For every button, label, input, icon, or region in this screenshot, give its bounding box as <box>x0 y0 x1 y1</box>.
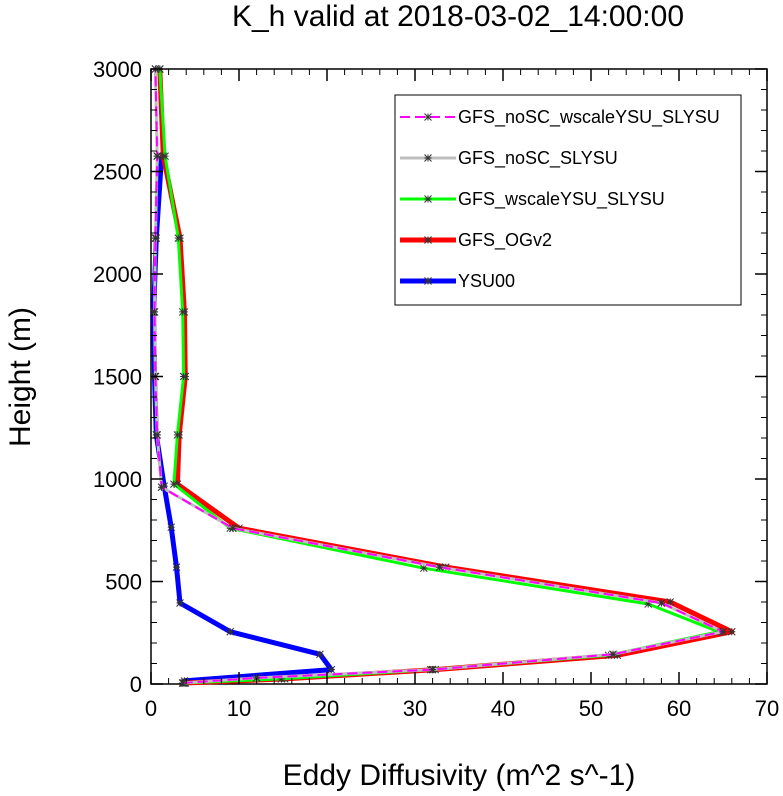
data-point <box>609 650 617 659</box>
x-tick-label: 40 <box>491 696 515 721</box>
data-point <box>228 524 237 533</box>
data-point <box>226 627 235 636</box>
data-point <box>719 627 727 636</box>
data-point <box>179 372 188 381</box>
data-point <box>178 679 187 687</box>
legend-marker <box>424 195 432 203</box>
x-tick-label: 70 <box>755 696 779 721</box>
data-point <box>173 480 182 488</box>
legend-item: GFS_OGv2 <box>400 230 552 251</box>
x-tick-label: 50 <box>579 696 603 721</box>
data-point <box>644 600 653 608</box>
data-point <box>174 234 183 242</box>
legend-item: GFS_wscaleYSU_SLYSU <box>400 189 665 210</box>
data-point <box>153 431 162 439</box>
y-tick-label: 0 <box>130 672 142 697</box>
legend-marker <box>424 277 432 285</box>
data-point <box>170 480 178 488</box>
y-tick-label: 500 <box>105 570 142 595</box>
data-point <box>419 564 428 573</box>
legend-marker <box>424 113 432 121</box>
data-point <box>157 483 166 492</box>
y-tick-label: 2500 <box>93 160 142 185</box>
legend-label: GFS_noSC_SLYSU <box>458 148 618 169</box>
data-point <box>176 599 184 607</box>
data-point <box>167 523 176 532</box>
chart-title: K_h valid at 2018-03-02_14:00:00 <box>232 0 684 33</box>
x-tick-label: 30 <box>403 696 427 721</box>
legend-label: GFS_wscaleYSU_SLYSU <box>458 189 665 210</box>
data-point <box>327 665 336 674</box>
data-point <box>657 599 666 607</box>
series-layer <box>149 65 736 687</box>
legend-item: GFS_noSC_SLYSU <box>400 148 618 169</box>
y-tick-label: 1000 <box>93 467 142 492</box>
legend-marker <box>424 154 432 162</box>
data-point <box>151 234 160 242</box>
x-tick-label: 60 <box>667 696 691 721</box>
data-point <box>613 651 622 660</box>
legend-marker <box>424 236 432 244</box>
legend-item: GFS_noSC_wscaleYSU_SLYSU <box>400 107 720 128</box>
plot-area <box>149 65 768 687</box>
legend-label: GFS_OGv2 <box>458 230 552 251</box>
data-point <box>178 308 187 316</box>
legend-items: GFS_noSC_wscaleYSU_SLYSU GFS_noSC_SLYSU GF… <box>400 107 720 291</box>
y-tick-label: 3000 <box>93 57 142 82</box>
data-point <box>161 152 169 160</box>
data-point <box>435 563 444 572</box>
data-point <box>252 673 261 682</box>
x-tick-label: 0 <box>145 696 157 721</box>
y-axis-title: Height (m) <box>4 307 37 447</box>
x-axis-title: Eddy Diffusivity (m^2 s^-1) <box>283 759 636 792</box>
x-axis: 0 10 20 30 40 50 60 70 <box>145 69 779 721</box>
data-point <box>153 152 162 160</box>
legend: GFS_noSC_wscaleYSU_SLYSU GFS_noSC_SLYSU GF… <box>394 94 742 306</box>
legend-label: YSU00 <box>458 271 515 291</box>
data-point <box>316 650 324 659</box>
data-point <box>173 431 182 439</box>
data-point <box>172 563 181 572</box>
data-point <box>727 627 736 636</box>
data-point <box>666 598 675 606</box>
data-point <box>428 665 437 674</box>
data-point <box>150 308 159 316</box>
x-tick-label: 10 <box>227 696 251 721</box>
y-tick-label: 1500 <box>93 365 142 390</box>
y-tick-label: 2000 <box>93 262 142 287</box>
legend-label: GFS_noSC_wscaleYSU_SLYSU <box>458 107 720 128</box>
data-point <box>277 675 286 683</box>
series-line <box>153 68 724 684</box>
x-tick-label: 20 <box>315 696 339 721</box>
data-point <box>160 482 169 491</box>
y-axis: 0 500 1000 1500 2000 2500 3000 <box>93 57 767 697</box>
legend-item: YSU00 <box>400 271 515 291</box>
